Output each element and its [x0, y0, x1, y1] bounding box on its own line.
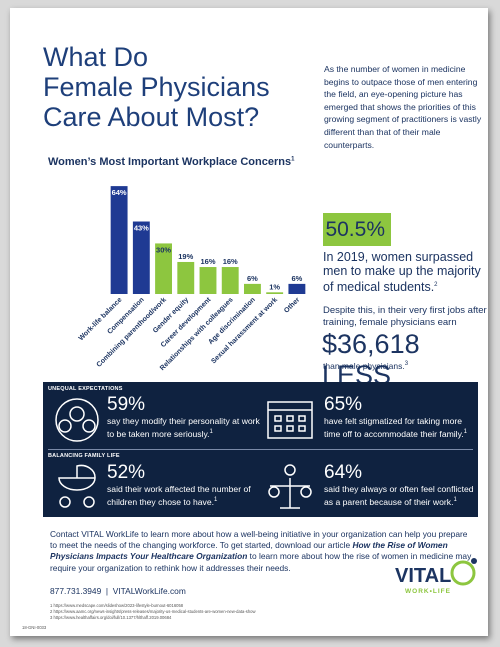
stat-text: In 2019, women surpassed men to make up … — [323, 250, 481, 295]
bar — [266, 292, 284, 294]
value-label: 19% — [178, 252, 193, 261]
section-heading: UNEQUAL EXPECTATIONS — [48, 386, 123, 392]
x-tick-label: Other — [283, 296, 301, 314]
bar — [288, 283, 306, 294]
divider — [48, 449, 473, 450]
value-label: 16% — [200, 257, 215, 266]
bar — [244, 283, 261, 294]
chart: 64%Work-life balance43%Compensation30%Co… — [78, 186, 306, 372]
reference: 2 https://www.aamc.org/news-insights/pre… — [50, 609, 256, 614]
code: 18-GNI-0033 — [22, 625, 47, 630]
bar — [110, 186, 128, 294]
stat-text: than male physicians.3 — [323, 361, 409, 371]
value-label: 64% — [112, 188, 127, 197]
stat-text: said they always or often feel conflicte… — [324, 484, 474, 507]
icon — [267, 401, 313, 439]
contact: 877.731.3949 | VITALWorkLife.com — [50, 586, 186, 596]
intro: As the number of women in medicine begin… — [324, 64, 482, 150]
value-label: 6% — [291, 274, 302, 283]
stat-text: say they modify their personality at wor… — [107, 416, 260, 439]
reference: 3 https://www.healthaffairs.org/doi/full… — [50, 615, 172, 620]
stat-text: said their work affected the number of c… — [107, 484, 251, 507]
bar — [177, 261, 195, 294]
icon — [58, 464, 96, 508]
reference: 1 https://www.medscape.com/slideshow/202… — [50, 603, 184, 608]
stat-value: 64% — [324, 462, 363, 483]
stat-text: have felt stigmatized for taking more ti… — [324, 416, 467, 439]
value-label: 1% — [269, 282, 280, 291]
chart-title: Women’s Most Important Workplace Concern… — [48, 156, 295, 168]
page: What Do Female Physicians Care About Most?… — [10, 8, 488, 636]
logo: VITAL — [395, 565, 452, 587]
stat-text: Despite this, in their very first jobs a… — [323, 305, 487, 328]
bar — [155, 243, 172, 294]
value-label: 6% — [247, 274, 258, 283]
footer-text: Contact VITAL WorkLife to learn more abo… — [50, 529, 472, 573]
bar — [199, 267, 217, 294]
value-label: 16% — [223, 257, 238, 266]
logo-sub: WORK•LIFE — [405, 588, 451, 595]
icon — [55, 398, 99, 442]
section-heading: BALANCING FAMILY LIFE — [48, 453, 120, 459]
stat-value: 59% — [107, 394, 146, 415]
stat-value: 65% — [324, 394, 363, 415]
panel: UNEQUAL EXPECTATIONS 59% say they modify… — [43, 382, 478, 517]
title: What Do Female Physicians Care About Most? — [43, 42, 270, 132]
value-label: 30% — [156, 245, 171, 254]
highlight: 50.5% — [323, 213, 391, 246]
value-label: 43% — [134, 224, 149, 233]
icon — [268, 464, 312, 509]
bar — [221, 267, 239, 294]
bar — [132, 221, 150, 294]
stat-value: 52% — [107, 462, 146, 483]
logo-mark — [450, 558, 477, 586]
